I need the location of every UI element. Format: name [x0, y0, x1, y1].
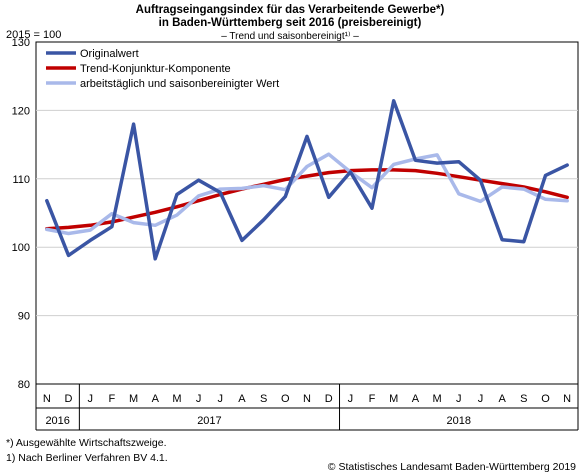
footnote-2: 1) Nach Berliner Verfahren BV 4.1. — [6, 452, 168, 464]
x-tick-label: M — [389, 393, 398, 405]
x-tick-label: O — [541, 393, 550, 405]
x-tick-label: M — [129, 393, 138, 405]
x-tick-label: J — [478, 393, 484, 405]
x-tick-label: A — [498, 393, 506, 405]
source-note: © Statistisches Landesamt Baden-Württemb… — [328, 461, 576, 473]
x-tick-label: N — [563, 393, 571, 405]
y-axis-label: 2015 = 100 — [6, 29, 61, 41]
x-tick-label: A — [238, 393, 246, 405]
y-tick-label: 90 — [18, 311, 30, 323]
x-tick-label: S — [260, 393, 267, 405]
x-tick-label: N — [303, 393, 311, 405]
chart-title-line1: Auftragseingangsindex für das Verarbeite… — [136, 4, 445, 16]
y-tick-label: 80 — [18, 379, 30, 391]
x-tick-label: J — [218, 393, 224, 405]
x-tick-label: J — [348, 393, 354, 405]
legend-label-adjusted: arbeitstäglich und saisonbereinigter Wer… — [80, 78, 279, 90]
footnote-1: *) Ausgewählte Wirtschaftszweige. — [6, 437, 166, 449]
year-label: 2018 — [447, 415, 471, 427]
chart-title-line2: in Baden-Württemberg seit 2016 (preisber… — [159, 17, 422, 29]
year-label: 2016 — [45, 415, 69, 427]
x-tick-label: J — [196, 393, 202, 405]
x-tick-label: J — [87, 393, 93, 405]
x-tick-label: D — [65, 393, 73, 405]
x-tick-label: A — [152, 393, 160, 405]
y-axis: 80 90 100 110 120 130 — [12, 37, 30, 391]
legend-label-original: Originalwert — [80, 48, 139, 60]
x-tick-label: M — [432, 393, 441, 405]
year-label: 2017 — [197, 415, 221, 427]
chart-subtitle: – Trend und saisonbereinigt¹⁾ – — [221, 31, 359, 42]
x-tick-label: M — [172, 393, 181, 405]
legend: Originalwert Trend-Konjunktur-Komponente… — [46, 48, 279, 90]
x-tick-label: D — [325, 393, 333, 405]
x-tick-label: J — [456, 393, 462, 405]
legend-label-trend: Trend-Konjunktur-Komponente — [80, 63, 231, 75]
x-tick-label: F — [369, 393, 376, 405]
y-tick-label: 120 — [12, 105, 30, 117]
y-tick-label: 100 — [12, 242, 30, 254]
y-tick-label: 110 — [12, 174, 30, 186]
series-line-2 — [45, 152, 569, 236]
x-tick-label: N — [43, 393, 51, 405]
x-tick-label: F — [109, 393, 116, 405]
x-tick-label: S — [520, 393, 527, 405]
series-line-0 — [45, 99, 569, 261]
x-tick-label: O — [281, 393, 290, 405]
y-tick-label: 130 — [12, 37, 30, 49]
plot-frame — [35, 41, 579, 385]
plot-area — [45, 99, 569, 261]
grid — [35, 41, 579, 385]
x-tick-label: A — [412, 393, 420, 405]
